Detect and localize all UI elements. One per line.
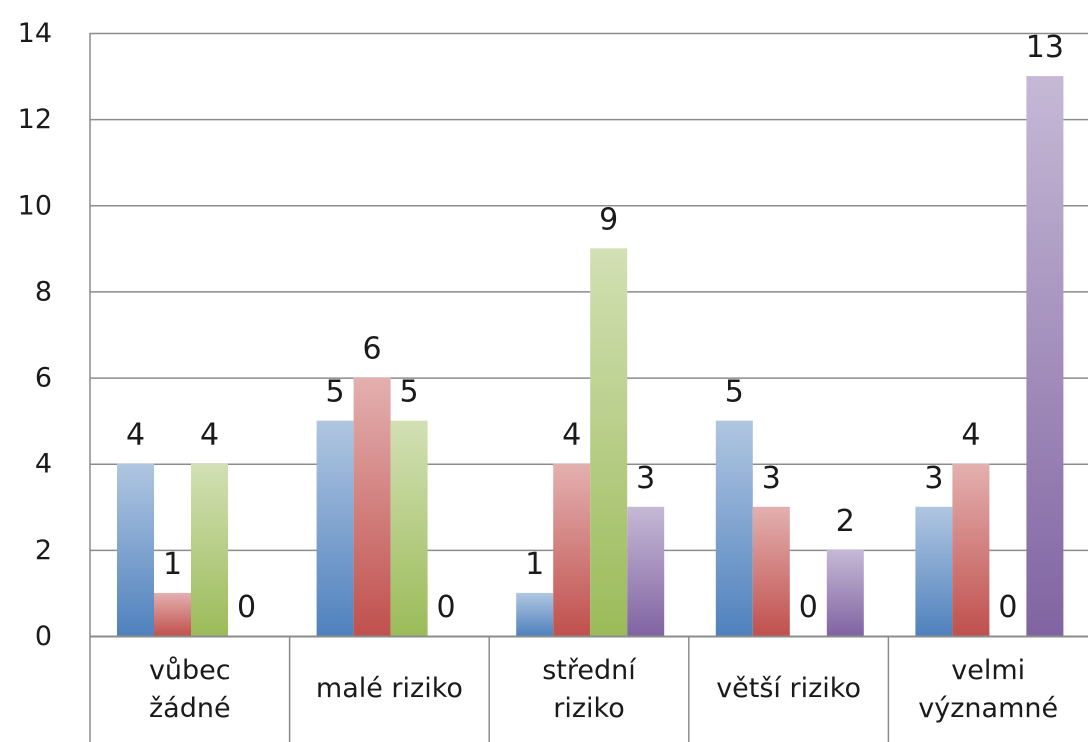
category-label: velmi [951,655,1025,686]
category-label: riziko [553,693,624,724]
y-tick-label: 12 [18,104,52,135]
category-label: žádné [149,693,231,724]
data-label: 0 [799,590,818,625]
data-label: 0 [437,590,456,625]
bars [117,76,1064,637]
data-label: 1 [163,547,182,582]
y-tick-label: 8 [35,276,52,307]
bar [191,463,228,636]
data-label: 1 [525,547,544,582]
bar [915,506,953,636]
y-tick-label: 2 [35,535,52,566]
category-label: významné [918,693,1058,724]
bar [316,420,354,636]
data-label: 4 [200,418,219,453]
data-label: 3 [924,461,943,496]
data-label: 4 [126,418,145,453]
bar [516,592,554,636]
bar [117,463,154,636]
y-tick-label: 4 [35,449,52,480]
axes [89,33,1088,742]
y-axis-tick-labels: 0 2 4 6 8 10 12 14 [18,18,52,652]
bar [715,420,753,636]
data-label: 9 [599,202,618,237]
data-label: 0 [237,590,256,625]
category-label: vůbec [149,655,231,686]
bar [1026,76,1064,637]
data-label: 3 [636,461,655,496]
bar [353,377,391,636]
category-labels: vůbec žádné malé riziko střední riziko větší … [149,655,1058,724]
bar [826,549,864,636]
category-label: větší riziko [716,673,861,704]
data-label: 5 [326,375,345,410]
bar [154,592,191,636]
bar [952,463,990,636]
bar [590,248,628,636]
data-label: 4 [961,418,980,453]
y-tick-label: 6 [35,363,52,394]
data-label: 5 [725,375,744,410]
category-label: malé riziko [316,673,463,704]
y-tick-label: 0 [35,621,52,652]
data-label: 5 [400,375,419,410]
data-label: 0 [998,590,1017,625]
y-tick-label: 10 [18,190,52,221]
data-label: 6 [363,332,382,367]
y-tick-label: 14 [18,18,52,49]
bar [752,506,790,636]
data-label: 13 [1026,30,1064,65]
bar [627,506,665,636]
bar [553,463,591,636]
data-label: 2 [836,504,855,539]
data-label: 4 [562,418,581,453]
category-label: střední [542,655,637,686]
bar [390,420,428,636]
data-label: 3 [762,461,781,496]
